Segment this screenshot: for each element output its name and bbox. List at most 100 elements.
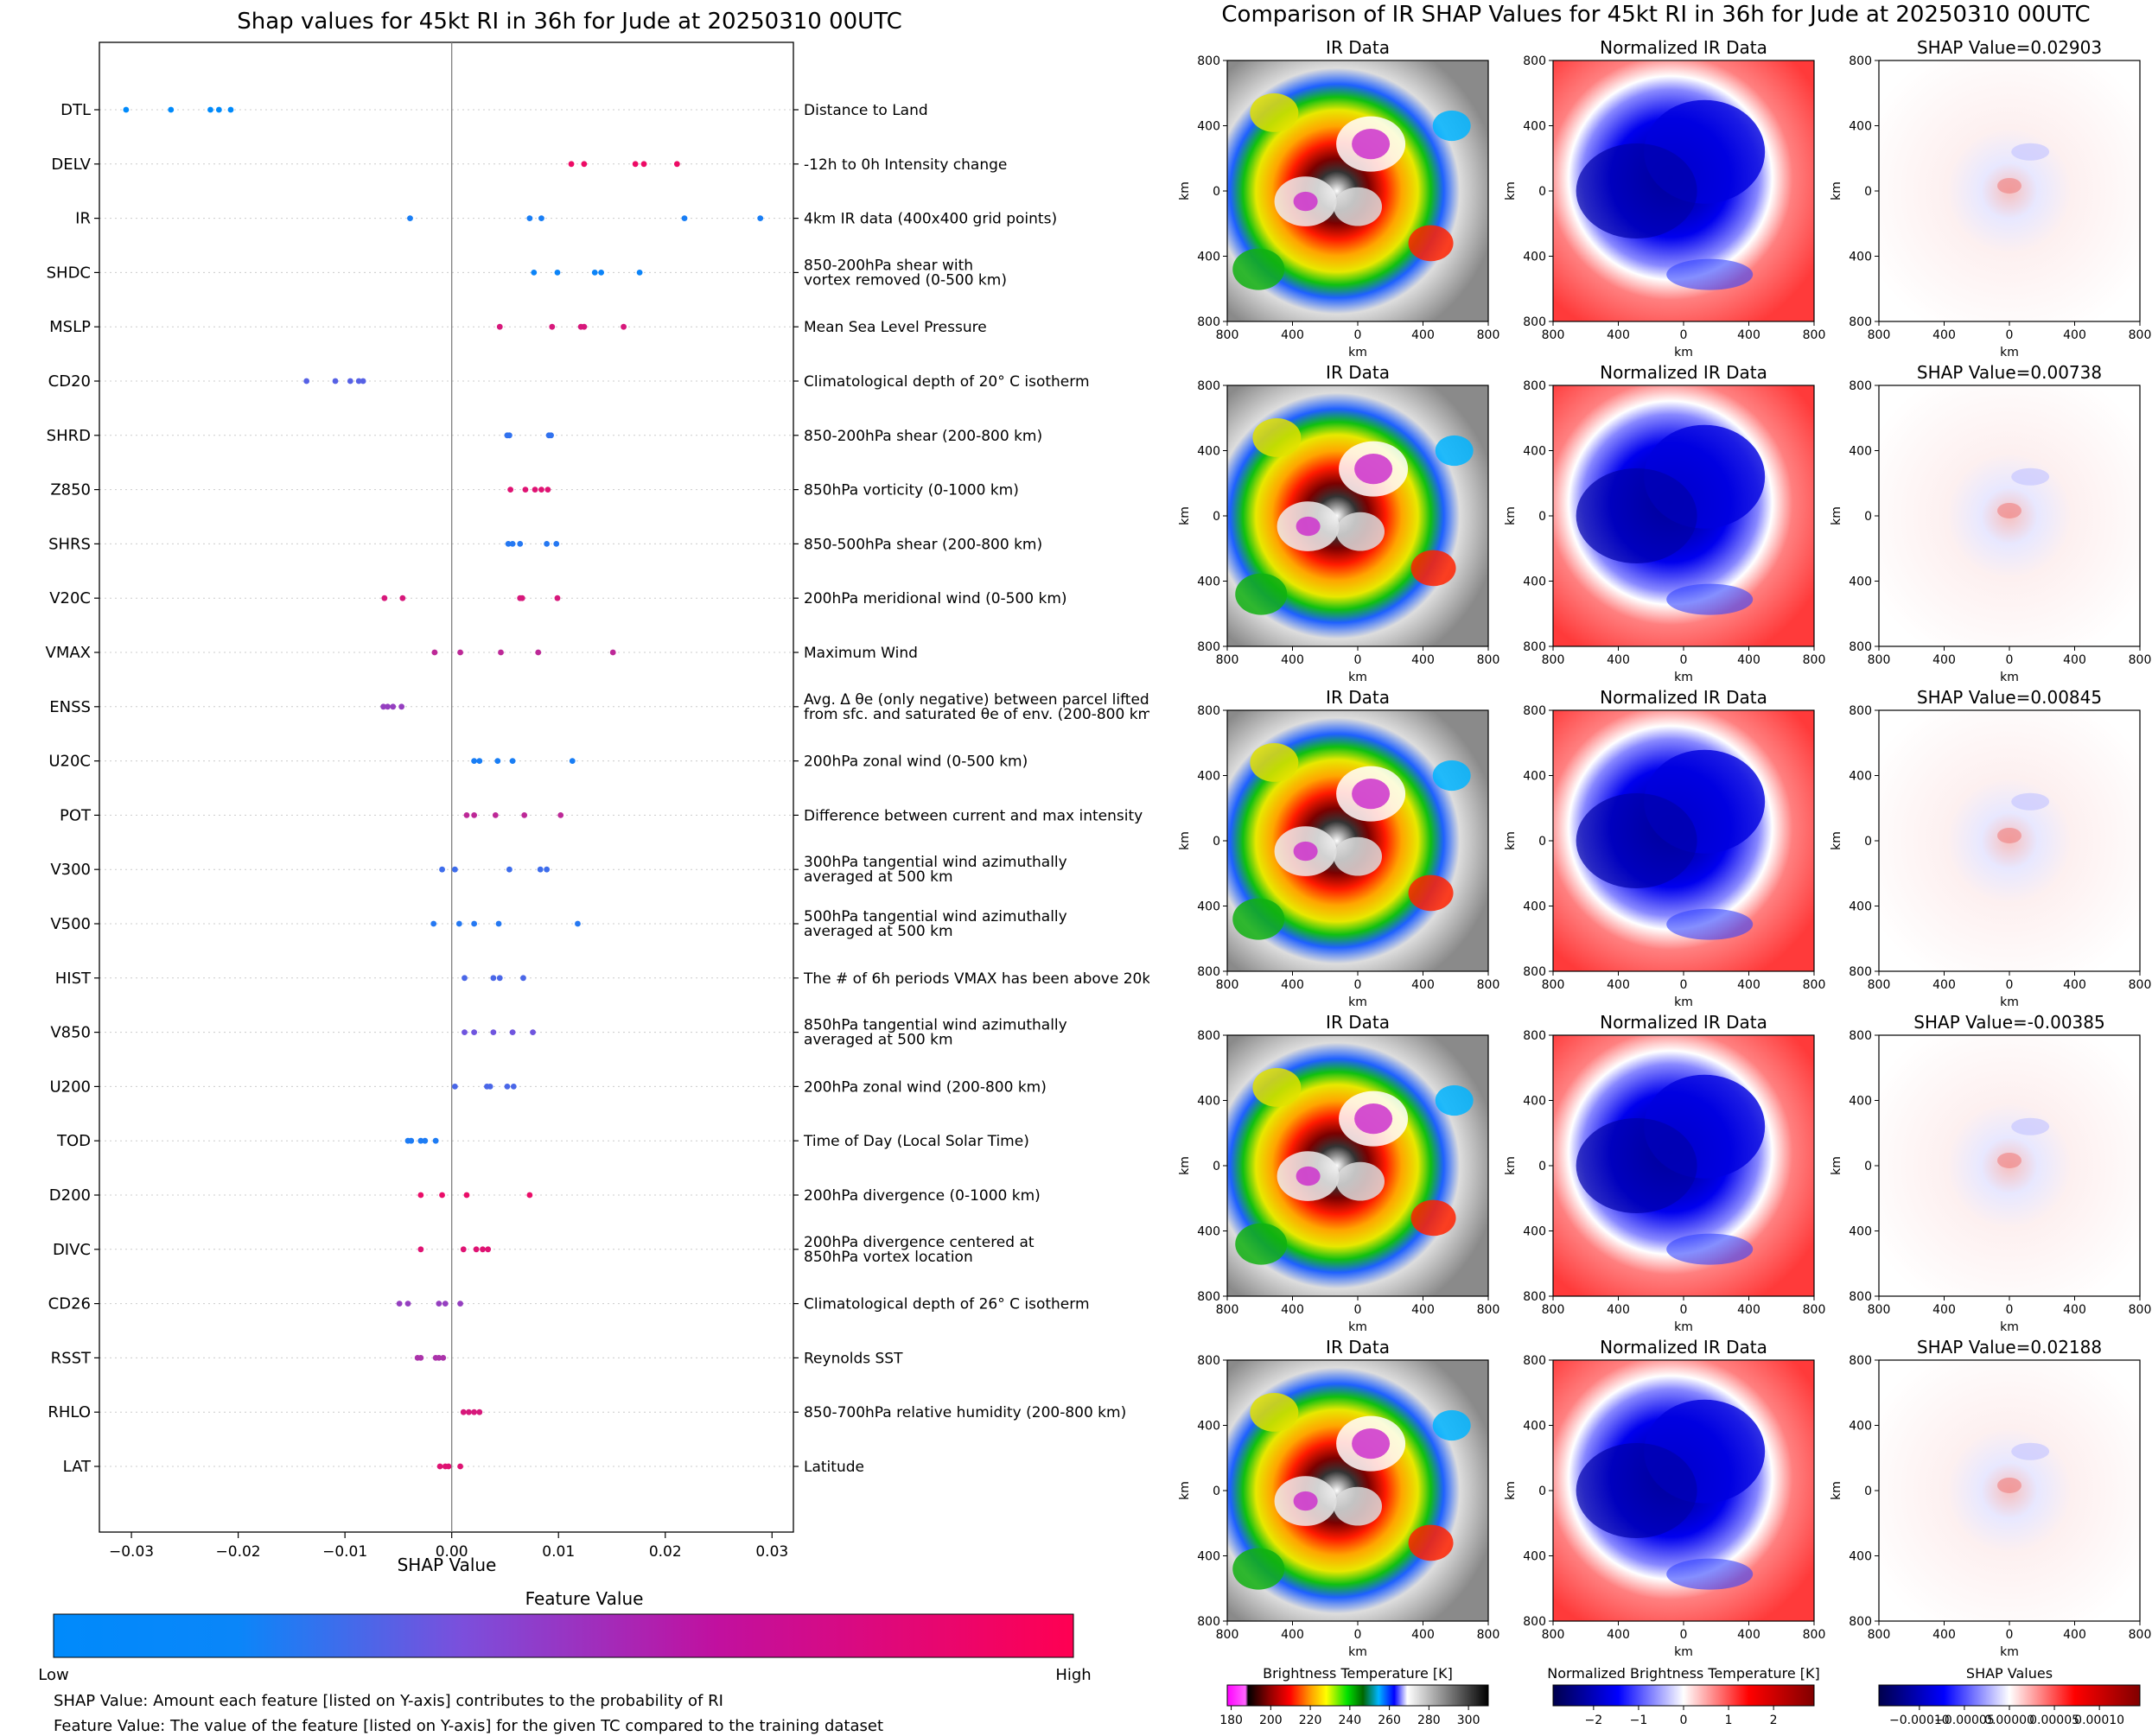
shap-point <box>517 541 524 547</box>
feature-description: 200hPa zonal wind (200-800 km) <box>804 1078 1047 1096</box>
feature-description: 200hPa meridional wind (0-500 km) <box>804 590 1067 607</box>
shap-point <box>460 1246 467 1253</box>
shap-point <box>471 758 478 764</box>
x-tick-label: 0 <box>2006 978 2014 992</box>
feature-name: U20C <box>48 753 91 771</box>
x-tick-label: 400 <box>1932 653 1956 667</box>
feature-names: DTL DELV IR SHDC MSLP CD20 SHRD Z850 SHRS V20C VMA… <box>46 101 99 1476</box>
feature-name: V850 <box>50 1024 91 1042</box>
feature-name: Z850 <box>50 481 91 499</box>
comparison-title: Comparison of IR SHAP Values for 45kt RI… <box>1221 2 2090 28</box>
shap-point <box>396 1300 403 1307</box>
feature-description: -12h to 0h Intensity change <box>804 156 1007 174</box>
shap-point <box>455 920 462 927</box>
shap-point <box>457 649 463 656</box>
plot-frame <box>99 41 794 1533</box>
y-axis-label: km <box>1830 831 1843 850</box>
y-tick-label: 400 <box>1523 120 1546 134</box>
y-axis-label: km <box>1504 181 1518 200</box>
shap-point <box>303 378 310 385</box>
shap-point <box>538 486 544 493</box>
shap-point <box>417 1137 424 1144</box>
y-tick-label: 0 <box>1864 1485 1872 1498</box>
cloud-feature <box>1408 1524 1454 1561</box>
shap-point <box>347 378 353 385</box>
shap-point <box>422 1137 429 1144</box>
shap-point <box>440 1355 447 1361</box>
x-tick-label: 0 <box>1354 978 1362 992</box>
cloud-feature <box>1334 836 1382 876</box>
y-tick-label: 800 <box>1523 1354 1546 1368</box>
colorbar-1: Brightness Temperature [K] 180 200 220 240 26… <box>1219 1665 1489 1727</box>
cloud-feature <box>1410 1199 1456 1237</box>
x-tick-label: 800 <box>1216 328 1239 342</box>
shap-point <box>505 541 512 547</box>
shap-point <box>399 595 406 601</box>
feature-description: The # of 6h periods VMAX has been above … <box>803 970 1149 988</box>
shap-point <box>509 1029 516 1035</box>
shap-point <box>360 378 366 385</box>
x-tick-label: 0.03 <box>755 1543 788 1561</box>
shap-point <box>442 1300 449 1307</box>
x-axis-label: km <box>1348 1645 1367 1659</box>
y-tick-label: 800 <box>1849 1290 1872 1304</box>
feature-description: averaged at 500 km <box>804 868 953 886</box>
x-tick-label: 400 <box>1607 653 1630 667</box>
cloud-feature <box>1293 841 1318 862</box>
y-tick-label: 400 <box>1197 120 1220 134</box>
y-tick-label: 800 <box>1849 379 1872 393</box>
feature-name: LAT <box>63 1458 92 1476</box>
shap-point <box>530 1029 536 1035</box>
shap-point <box>404 1300 411 1307</box>
y-tick-label: 800 <box>1197 965 1220 979</box>
footnote-shap-value: SHAP Value: Amount each feature [listed … <box>54 1692 723 1710</box>
x-axis-label: km <box>1674 671 1693 684</box>
x-tick-label: 800 <box>1542 1303 1565 1317</box>
x-tick-label: −0.01 <box>322 1543 367 1561</box>
gridlines <box>99 109 793 1467</box>
x-axis-label: km <box>1674 995 1693 1009</box>
feature-description: Time of Day (Local Solar Time) <box>803 1133 1029 1150</box>
y-tick-label: 800 <box>1523 54 1546 68</box>
shap-anomaly <box>2011 1117 2050 1135</box>
y-tick-label: 800 <box>1523 640 1546 654</box>
shap-point <box>522 486 529 493</box>
feature-description: 200hPa divergence (0-1000 km) <box>804 1187 1041 1205</box>
x-tick-label: 400 <box>1607 1628 1630 1642</box>
y-tick-label: 400 <box>1197 251 1220 264</box>
feature-name: U200 <box>49 1078 91 1096</box>
x-tick-label: 800 <box>1803 653 1826 667</box>
cold-cloud-region <box>1576 1443 1697 1538</box>
y-tick-label: 800 <box>1523 1029 1546 1043</box>
cloud-feature <box>1293 191 1318 212</box>
shap-point <box>609 649 616 656</box>
x-axis-label: km <box>1348 1320 1367 1334</box>
ir-shap-comparison: Comparison of IR SHAP Values for 45kt RI… <box>1178 2 2151 1727</box>
y-tick-label: 800 <box>1197 1615 1220 1629</box>
shap-point <box>476 1409 483 1415</box>
x-tick-label: 800 <box>1868 978 1891 992</box>
shap-point <box>168 106 175 113</box>
x-axis-label: km <box>1674 1645 1693 1659</box>
cold-cloud-region <box>1666 908 1754 940</box>
colorbar-low-label: Low <box>38 1666 68 1684</box>
feature-description: averaged at 500 km <box>804 1032 953 1049</box>
shap-point <box>636 270 643 276</box>
colorbar-gradient <box>1226 1684 1489 1707</box>
feature-name: MSLP <box>49 318 91 336</box>
shap-point <box>537 866 544 873</box>
x-axis-label: km <box>2000 1645 2019 1659</box>
x-tick-label: 800 <box>1216 978 1239 992</box>
y-tick-label: 400 <box>1197 900 1220 914</box>
panel-colorbars: Brightness Temperature [K] 180 200 220 240 26… <box>1219 1665 2141 1727</box>
y-axis-label: km <box>1830 506 1843 525</box>
colorbar-3: SHAP Values −0.00010−0.000050.000000.0000… <box>1878 1665 2141 1727</box>
shap-point <box>207 106 213 113</box>
shap-point <box>538 215 544 221</box>
shap-point <box>380 703 387 710</box>
y-tick-label: 800 <box>1849 315 1872 329</box>
y-tick-label: 0 <box>1538 510 1546 524</box>
y-tick-label: 800 <box>1197 54 1220 68</box>
colorbar-tick-label: −2 <box>1585 1714 1603 1727</box>
